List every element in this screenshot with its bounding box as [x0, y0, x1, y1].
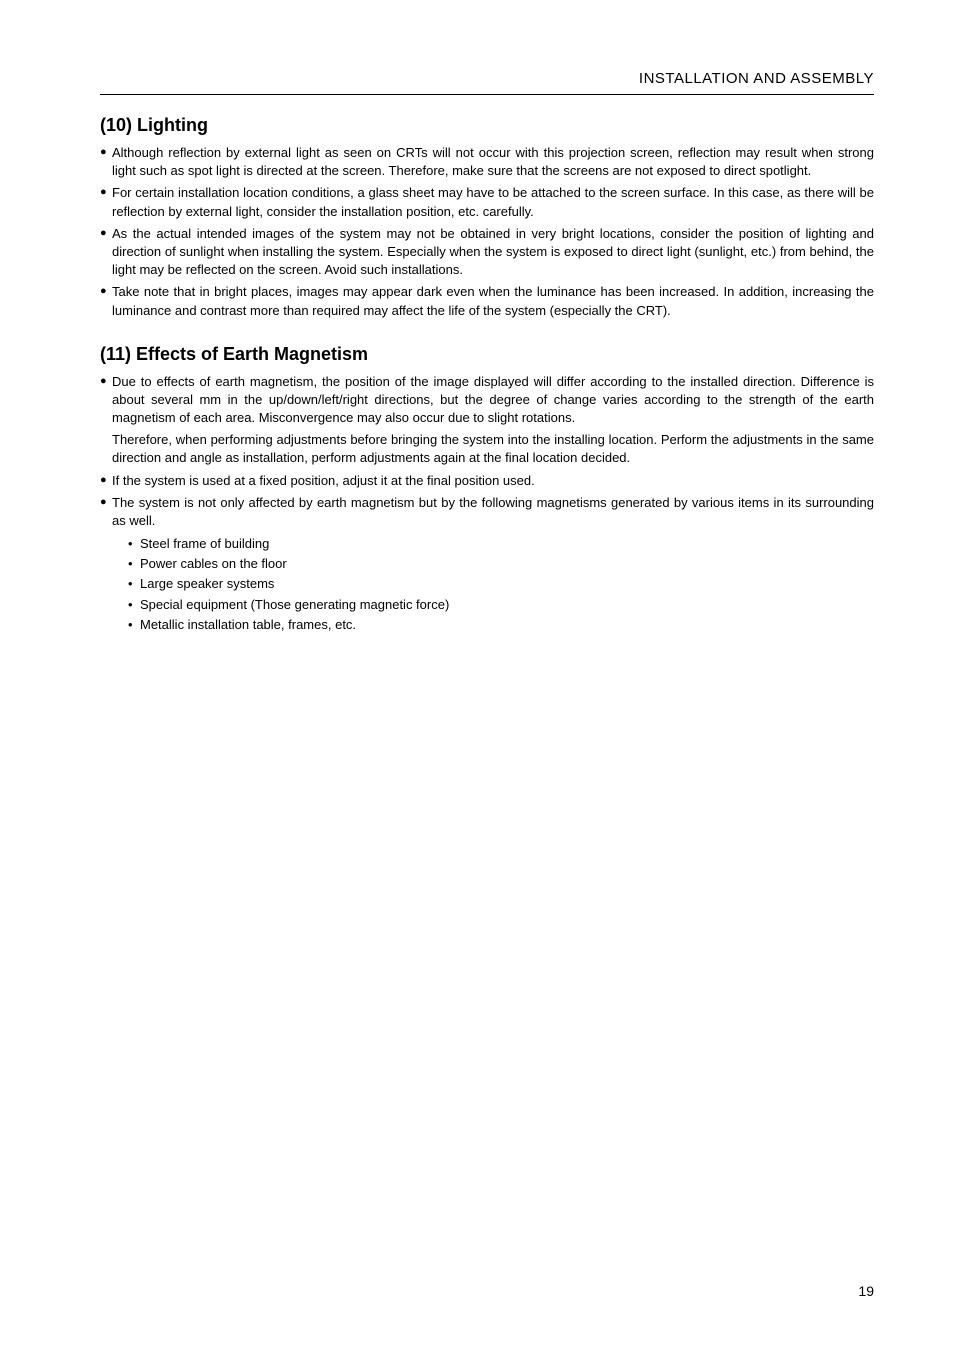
bullet-text: The system is not only affected by earth…: [112, 494, 874, 530]
header-breadcrumb: INSTALLATION AND ASSEMBLY: [639, 70, 874, 87]
bullet-text: If the system is used at a fixed positio…: [112, 472, 874, 490]
bullet-icon: ●: [100, 472, 112, 490]
bullet-item: ● If the system is used at a fixed posit…: [100, 472, 874, 490]
sub-list-item: • Metallic installation table, frames, e…: [128, 615, 874, 635]
bullet-icon: ●: [100, 494, 112, 512]
bullet-item: ● Although reflection by external light …: [100, 144, 874, 180]
sub-bullet-icon: •: [128, 554, 140, 574]
sub-list-text: Power cables on the floor: [140, 554, 287, 574]
sub-bullet-icon: •: [128, 595, 140, 615]
bullet-text: Due to effects of earth magnetism, the p…: [112, 373, 874, 428]
bullet-item: ● For certain installation location cond…: [100, 184, 874, 220]
section-heading-magnetism: (11) Effects of Earth Magnetism: [100, 344, 874, 365]
bullet-icon: ●: [100, 373, 112, 391]
bullet-text: For certain installation location condit…: [112, 184, 874, 220]
bullet-item: ● Due to effects of earth magnetism, the…: [100, 373, 874, 428]
sub-bullet-icon: •: [128, 534, 140, 554]
sub-list: • Steel frame of building • Power cables…: [128, 534, 874, 635]
bullet-text: Although reflection by external light as…: [112, 144, 874, 180]
bullet-item: ● The system is not only affected by ear…: [100, 494, 874, 530]
sub-list-item: • Special equipment (Those generating ma…: [128, 595, 874, 615]
bullet-icon: ●: [100, 144, 112, 162]
page-container: INSTALLATION AND ASSEMBLY (10) Lighting …: [0, 0, 954, 635]
bullet-text: Take note that in bright places, images …: [112, 283, 874, 319]
sub-list-item: • Steel frame of building: [128, 534, 874, 554]
header-divider: INSTALLATION AND ASSEMBLY: [100, 70, 874, 95]
sub-list-item: • Power cables on the floor: [128, 554, 874, 574]
bullet-item: ● As the actual intended images of the s…: [100, 225, 874, 280]
page-number: 19: [858, 1283, 874, 1299]
bullet-icon: ●: [100, 283, 112, 301]
bullet-text: As the actual intended images of the sys…: [112, 225, 874, 280]
bullet-continuation: Therefore, when performing adjustments b…: [112, 431, 874, 467]
sub-list-text: Special equipment (Those generating magn…: [140, 595, 449, 615]
section-heading-lighting: (10) Lighting: [100, 115, 874, 136]
sub-list-text: Large speaker systems: [140, 574, 274, 594]
sub-bullet-icon: •: [128, 574, 140, 594]
sub-list-text: Steel frame of building: [140, 534, 269, 554]
sub-list-text: Metallic installation table, frames, etc…: [140, 615, 356, 635]
bullet-icon: ●: [100, 184, 112, 202]
sub-bullet-icon: •: [128, 615, 140, 635]
bullet-icon: ●: [100, 225, 112, 243]
bullet-item: ● Take note that in bright places, image…: [100, 283, 874, 319]
sub-list-item: • Large speaker systems: [128, 574, 874, 594]
